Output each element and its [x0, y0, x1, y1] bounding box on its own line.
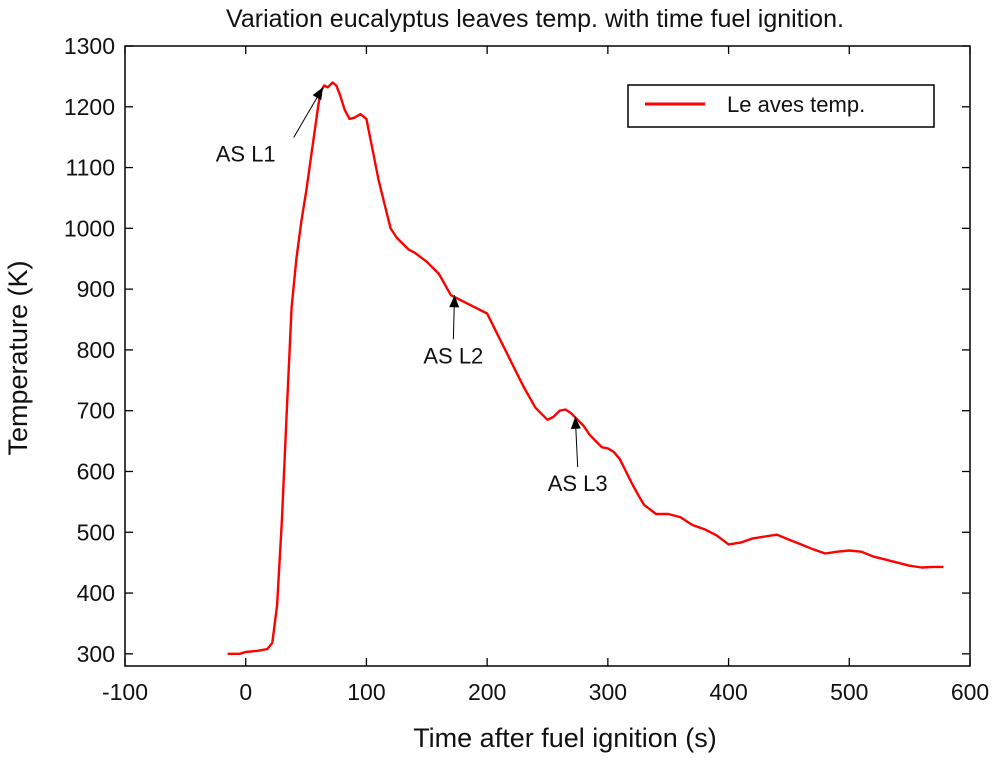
series-line-leaves-temp [227, 81, 944, 655]
y-tick-label: 1000 [64, 215, 115, 241]
legend-label: Le aves temp. [727, 92, 865, 117]
x-tick-label: 100 [347, 679, 385, 705]
x-tick-label: 600 [951, 679, 989, 705]
annotation-arrowhead [449, 295, 460, 308]
annotation-label: AS L3 [548, 471, 608, 496]
legend-box [627, 84, 935, 128]
y-tick-label: 1100 [66, 155, 115, 181]
y-tick-label: 1300 [64, 33, 115, 59]
x-tick-label: 300 [589, 679, 627, 705]
x-tick-label: 400 [709, 679, 747, 705]
x-tick-label: 0 [239, 679, 252, 705]
y-tick-label: 400 [77, 580, 115, 606]
annotation-arrowhead [570, 416, 581, 430]
annotations-layer: AS L1 AS L2 AS L3 [216, 87, 608, 496]
y-axis-label: Temperature (K) [3, 260, 33, 455]
y-tick-label: 1200 [64, 94, 115, 120]
y-tick-label: 900 [77, 276, 115, 302]
annotation-arrowhead [312, 87, 323, 101]
x-axis-label: Time after fuel ignition (s) [413, 723, 717, 753]
chart-title: Variation eucalyptus leaves temp. with t… [226, 5, 844, 33]
series-layer [227, 81, 944, 655]
x-tick-label: -100 [102, 679, 148, 705]
x-tick-label: 500 [830, 679, 868, 705]
y-tick-label: 500 [77, 519, 115, 545]
y-tick-label: 800 [77, 337, 115, 363]
x-tick-label: 200 [468, 679, 506, 705]
axis-ticks: -100 0 100 200 300 400 500 600 300 400 500 600 700 80… [64, 33, 989, 705]
legend: Le aves temp. [627, 84, 935, 128]
annotation-label: AS L2 [423, 343, 483, 368]
y-tick-label: 600 [77, 458, 115, 484]
y-tick-label: 300 [77, 641, 115, 667]
annotation-label: AS L1 [216, 141, 276, 166]
y-tick-label: 700 [77, 398, 115, 424]
plot-frame [124, 45, 971, 667]
